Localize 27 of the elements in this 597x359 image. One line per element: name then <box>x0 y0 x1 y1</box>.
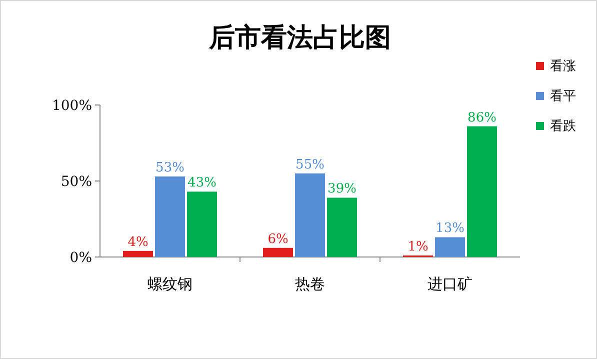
data-label: 6% <box>268 232 288 247</box>
data-label: 13% <box>436 221 464 236</box>
bar <box>295 173 325 257</box>
bar <box>327 198 357 257</box>
bar <box>123 250 153 257</box>
legend-label: 看跌 <box>550 119 576 134</box>
y-tick-label: 50% <box>60 174 92 190</box>
bar <box>155 176 185 257</box>
x-tick-label: 热卷 <box>295 275 325 293</box>
data-label: 53% <box>156 160 184 176</box>
chart-title: 后市看法占比图 <box>208 23 391 53</box>
data-label: 1% <box>408 239 428 254</box>
bar <box>467 126 497 257</box>
data-label: 55% <box>296 157 324 172</box>
y-tick-label: 0% <box>70 250 92 266</box>
y-tick-label: 100% <box>52 98 92 114</box>
legend-label: 看平 <box>550 89 576 104</box>
x-tick-label: 螺纹钢 <box>148 275 192 293</box>
data-label: 4% <box>128 234 148 250</box>
bar <box>187 192 217 257</box>
bar <box>263 248 293 257</box>
legend-label: 看涨 <box>550 59 576 74</box>
bar <box>435 237 465 257</box>
data-label: 43% <box>188 176 216 191</box>
x-tick-label: 进口矿 <box>428 275 472 293</box>
data-label: 86% <box>468 110 496 126</box>
data-label: 39% <box>328 182 356 197</box>
